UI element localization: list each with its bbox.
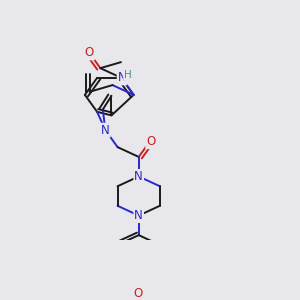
Text: H: H [124,70,132,80]
Text: O: O [133,287,142,300]
Text: N: N [101,124,110,137]
Text: O: O [146,135,155,148]
Text: N: N [134,209,143,222]
Text: N: N [134,170,143,183]
Text: N: N [118,71,126,84]
Text: O: O [85,46,94,59]
